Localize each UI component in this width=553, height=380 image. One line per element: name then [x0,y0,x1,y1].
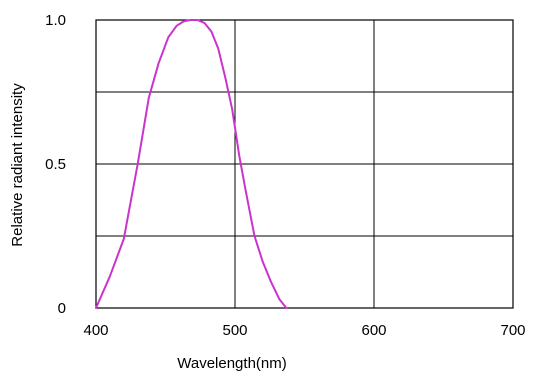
y-tick-label: 1.0 [45,12,66,29]
x-tick-label: 500 [222,322,247,339]
series-layer [95,19,288,309]
plot-frame [95,19,514,309]
x-tick-label: 700 [500,322,525,339]
x-tick-labels: 400 500 600 700 [83,322,525,339]
x-axis-label: Wavelength(nm) [177,355,286,372]
series-line [95,19,288,309]
grid [96,20,513,308]
x-tick-label: 600 [361,322,386,339]
y-tick-label: 0.5 [45,156,66,173]
y-axis-label: Relative radiant intensity [9,83,26,247]
y-tick-label: 0 [58,300,66,317]
x-tick-label: 400 [83,322,108,339]
y-tick-labels: 0 0.5 1.0 [45,12,66,317]
